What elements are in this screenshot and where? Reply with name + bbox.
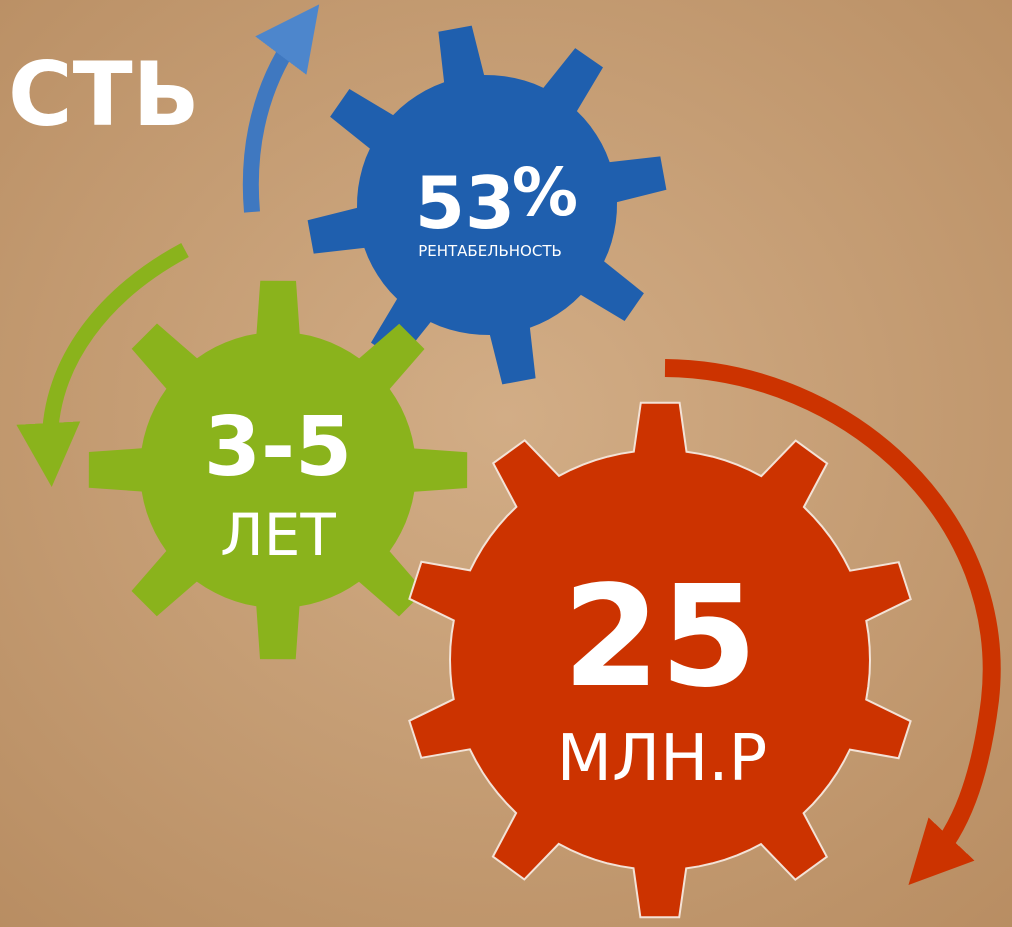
arrow: [242, 4, 320, 213]
gear-label: МЛН.Р: [557, 722, 767, 796]
gear-label: РЕНТАБЕЛЬНОСТЬ: [418, 242, 562, 260]
gear-unit: %: [512, 154, 578, 231]
gear-value: 25: [563, 556, 758, 719]
arrow: [16, 242, 189, 487]
gear: [408, 401, 912, 919]
gear: [88, 280, 468, 660]
gear-label: ЛЕТ: [220, 501, 336, 569]
gear-value: 53: [415, 161, 515, 245]
arrow: [664, 359, 1001, 885]
gear-value: 3-5: [204, 400, 352, 495]
heading: СТЬ: [8, 43, 200, 146]
gear: [307, 25, 667, 385]
